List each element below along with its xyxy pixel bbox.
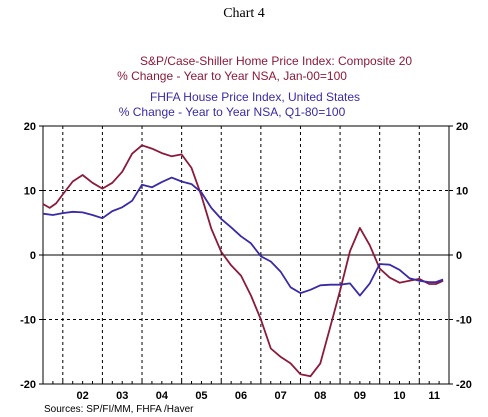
y-tick-label-left: -10 (20, 315, 36, 327)
y-tick-label-right: -10 (456, 315, 472, 327)
x-tick-label: 09 (354, 390, 366, 402)
fhfa-series-line (42, 176, 444, 297)
x-axis-ticks: 02 03 04 05 06 07 08 09 10 11 (42, 381, 450, 402)
y-tick-label-left: 10 (24, 186, 36, 198)
y-tick-label-right: -20 (456, 379, 472, 391)
case-shiller-series-line (42, 144, 444, 378)
chart-grid (43, 126, 449, 384)
legend-series-1-name: S&P/Case-Shiller Home Price Index: Compo… (140, 54, 412, 68)
y-tick-label-left: -20 (20, 379, 36, 391)
x-tick-label: 06 (235, 390, 247, 402)
x-tick-label: 07 (275, 390, 287, 402)
x-tick-label: 04 (156, 390, 169, 402)
x-tick-label: 05 (195, 390, 207, 402)
y-tick-label-right: 20 (456, 121, 468, 133)
x-tick-label: 03 (116, 390, 128, 402)
x-tick-label: 11 (428, 390, 440, 402)
y-tick-label-left: 0 (30, 250, 36, 262)
legend-series-1-subtitle: % Change - Year to Year NSA, Jan-00=100 (117, 69, 347, 83)
y-tick-label-right: 0 (456, 250, 462, 262)
y-tick-label-right: 10 (456, 186, 468, 198)
y-axis-ticks: 20 20 10 10 0 0 -10 -10 -20 -20 (20, 121, 472, 391)
x-tick-label: 02 (76, 390, 88, 402)
chart-series (42, 144, 444, 378)
source-note: Sources: SP/FI/MM, FHFA /Haver (44, 404, 194, 415)
y-tick-label-left: 20 (24, 121, 36, 133)
x-tick-label: 10 (393, 390, 405, 402)
x-tick-label: 08 (314, 390, 326, 402)
chart-title: Chart 4 (223, 6, 265, 21)
legend-series-2-subtitle: % Change - Year to Year NSA, Q1-80=100 (119, 105, 346, 119)
legend-series-2-name: FHFA House Price Index, United States (150, 90, 360, 104)
